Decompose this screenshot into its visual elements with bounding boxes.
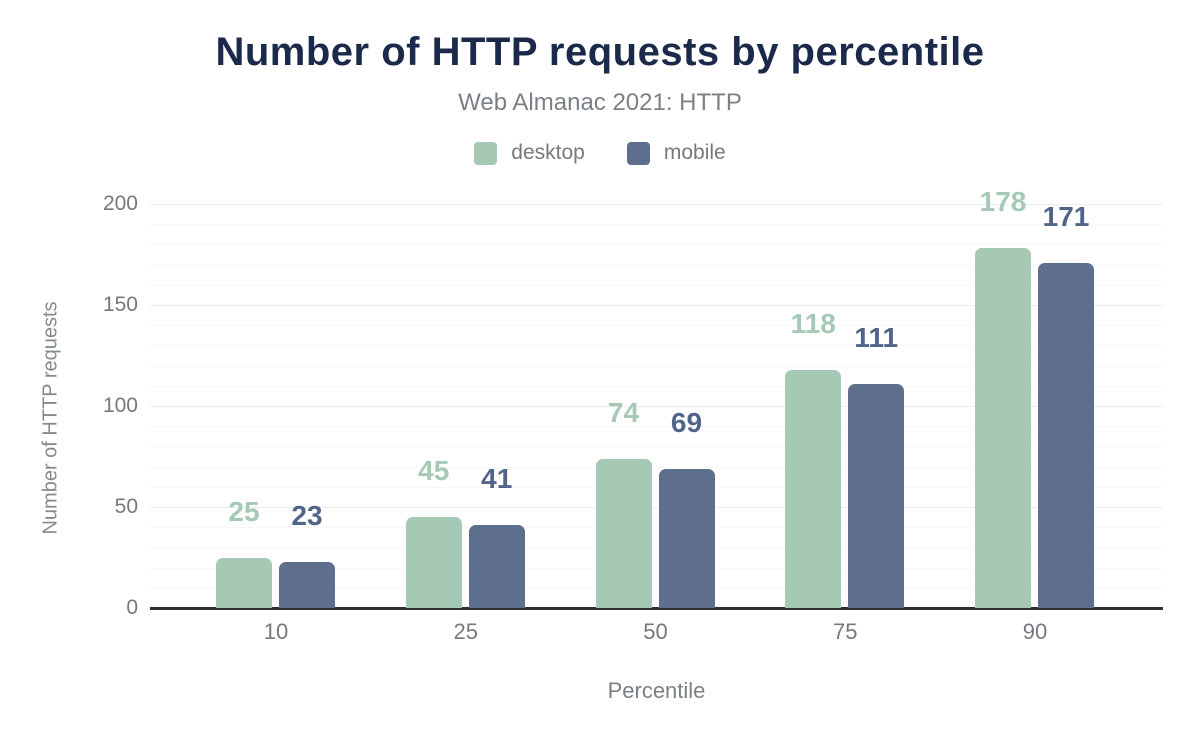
bar-mobile-p75	[848, 383, 905, 608]
minor-gridline-120	[150, 365, 1163, 367]
x-tick-50: 50	[643, 619, 668, 644]
value-label-mobile-p90: 171	[1042, 200, 1090, 232]
minor-gridline-180	[150, 244, 1163, 246]
bar-desktop-p90	[975, 248, 1031, 608]
minor-gridline-40	[150, 527, 1163, 529]
y-tick-150: 150	[102, 293, 138, 316]
bar-desktop-p10	[216, 557, 272, 608]
value-label-mobile-p50: 69	[670, 406, 703, 438]
bar-mobile-p90	[1038, 262, 1094, 608]
y-tick-0: 0	[126, 596, 138, 619]
y-tick-50: 50	[114, 495, 138, 518]
desktop-series-swatch	[474, 141, 498, 165]
value-label-desktop-p75: 118	[790, 307, 836, 339]
legend-item-desktop[interactable]: desktop	[474, 141, 585, 165]
minor-gridline-10	[150, 587, 1163, 589]
major-gridline-150	[150, 305, 1163, 306]
chart-title: Number of HTTP requests by percentile	[215, 30, 985, 74]
minor-gridline-30	[150, 547, 1163, 549]
minor-gridline-140	[150, 325, 1163, 327]
x-tick-90: 90	[1022, 619, 1048, 644]
value-label-desktop-p25: 45	[418, 455, 450, 487]
plot-area: 25 23 45 41 74 69 118 111 178 171	[150, 186, 1163, 610]
x-tick-25: 25	[453, 619, 478, 644]
x-axis-baseline	[150, 607, 1163, 610]
minor-gridline-130	[150, 345, 1163, 347]
minor-gridline-160	[150, 284, 1163, 286]
bar-mobile-p25	[468, 525, 525, 608]
minor-gridline-80	[150, 446, 1163, 448]
legend: desktop mobile	[0, 141, 1200, 165]
value-label-desktop-p10: 25	[228, 495, 260, 527]
minor-gridline-60	[150, 486, 1163, 488]
minor-gridline-170	[150, 264, 1163, 266]
bar-desktop-p50	[595, 458, 652, 608]
minor-gridline-190	[150, 224, 1163, 226]
major-gridline-100	[150, 406, 1163, 407]
legend-label-mobile: mobile	[663, 141, 726, 164]
major-gridline-50	[150, 507, 1163, 508]
value-label-mobile-p10: 23	[291, 499, 323, 531]
x-tick-10: 10	[263, 619, 289, 644]
minor-gridline-110	[150, 385, 1163, 387]
bar-mobile-p10	[279, 561, 335, 608]
legend-label-desktop: desktop	[511, 141, 585, 164]
bar-desktop-p75	[785, 369, 842, 608]
minor-gridline-70	[150, 466, 1163, 468]
bar-desktop-p25	[405, 517, 462, 608]
value-label-mobile-p25: 41	[481, 463, 513, 495]
minor-gridline-90	[150, 426, 1163, 428]
y-tick-200: 200	[102, 192, 138, 215]
y-tick-100: 100	[102, 394, 138, 417]
major-gridline-200	[150, 204, 1163, 205]
mobile-series-swatch	[626, 141, 650, 165]
x-tick-75: 75	[833, 619, 858, 644]
value-label-mobile-p75: 111	[854, 321, 899, 353]
bar-mobile-p50	[658, 468, 715, 608]
value-label-desktop-p50: 74	[607, 396, 640, 428]
legend-item-mobile[interactable]: mobile	[626, 141, 726, 165]
value-label-desktop-p90: 178	[979, 186, 1027, 218]
chart-subtitle: Web Almanac 2021: HTTP	[458, 89, 742, 116]
x-axis-title: Percentile	[607, 678, 706, 703]
minor-gridline-20	[150, 567, 1163, 569]
